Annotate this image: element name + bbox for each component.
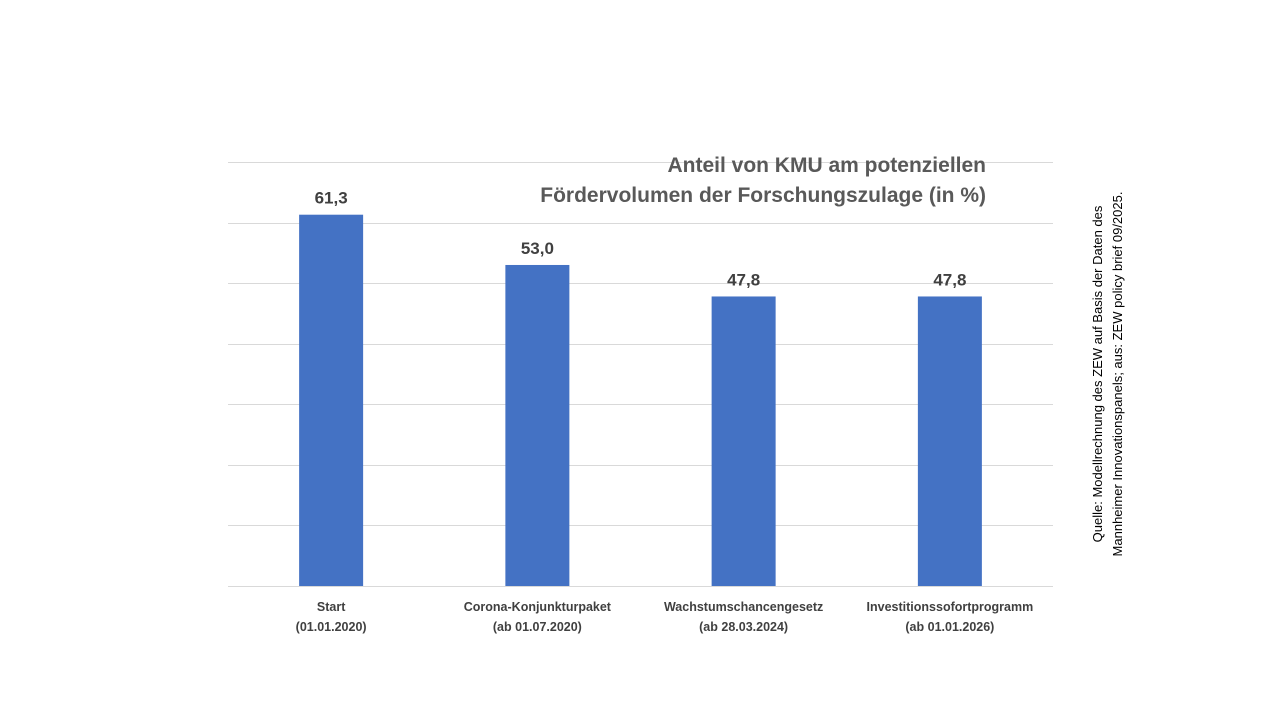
data-label: 47,8 (933, 270, 966, 289)
bar (917, 296, 982, 586)
data-label: 61,3 (315, 189, 348, 208)
chart-title: Anteil von KMU am potenziellen Fördervol… (540, 154, 986, 207)
data-label: 47,8 (727, 270, 760, 289)
category-label: Wachstumschancengesetz (664, 600, 823, 614)
category-label: (ab 01.01.2026) (905, 620, 994, 634)
source-note: Quelle: Modellrechnung des ZEW auf Basis… (1090, 192, 1125, 557)
category-label: Start (317, 600, 346, 614)
bar (505, 264, 570, 586)
category-labels: Start (01.01.2020) Corona-Konjunkturpaket (… (296, 600, 1034, 634)
chart-title-line-1: Anteil von KMU am potenziellen (667, 154, 986, 177)
category-label: (ab 01.07.2020) (493, 620, 582, 634)
bar (711, 296, 776, 586)
gridlines (228, 162, 1053, 587)
value-labels: 61,3 53,0 47,8 47,8 (315, 189, 967, 290)
chart-title-line-2: Fördervolumen der Forschungszulage (in %… (540, 184, 986, 207)
category-label: (01.01.2020) (296, 620, 367, 634)
bars (299, 214, 982, 586)
bar (299, 214, 364, 586)
data-label: 53,0 (521, 239, 554, 258)
category-label: Investitionssofortprogramm (867, 600, 1034, 614)
source-line-1: Quelle: Modellrechnung des ZEW auf Basis… (1090, 205, 1105, 542)
source-line-2: Mannheimer Innovationspanels; aus: ZEW p… (1110, 192, 1125, 557)
category-label: Corona-Konjunkturpaket (464, 600, 612, 614)
category-label: (ab 28.03.2024) (699, 620, 788, 634)
